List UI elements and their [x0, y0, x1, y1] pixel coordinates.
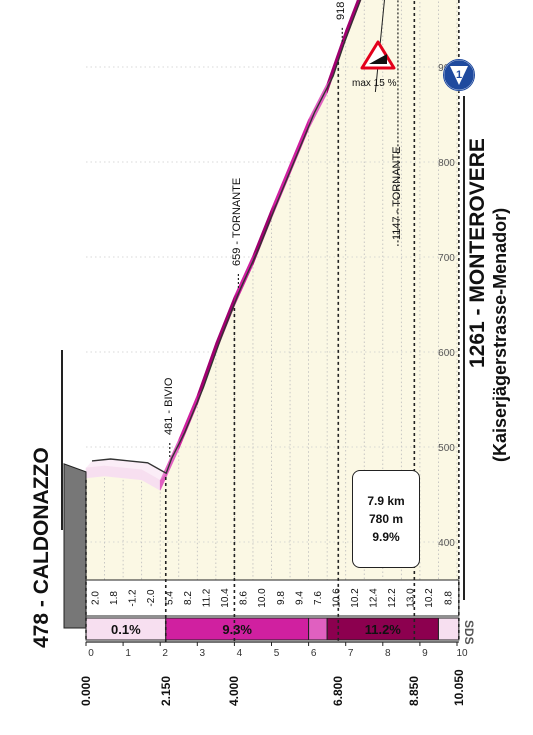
avg-segment-bar [308, 617, 328, 641]
finish-name: MONTEROVERE [466, 138, 489, 303]
km-gradient-label: 13.0 [406, 588, 417, 608]
km-gradient-label: 10.0 [257, 588, 268, 608]
km-gradient-label: 10.4 [220, 588, 231, 608]
km-gradient-label: 8.2 [183, 591, 194, 605]
finish-badge-label: 1 [456, 69, 462, 81]
km-gradient-label: -1.2 [127, 589, 138, 607]
km-gradient-label: -2.0 [146, 589, 157, 607]
km-gradient-label: 10.2 [350, 588, 361, 608]
avg-segment-label: 0.1% [111, 622, 141, 637]
km-gradient-label: 1.8 [109, 591, 120, 605]
start-block [63, 463, 87, 629]
finish-altitude: 1261 [466, 321, 489, 368]
km-tick-label: 6 [311, 648, 317, 659]
km-gradient-label: 10.2 [424, 588, 435, 608]
km-gradient-label: 12.4 [369, 588, 380, 608]
profile-band-top [141, 462, 167, 481]
km-tick-label: 9 [422, 648, 428, 659]
profile-band-top [178, 387, 204, 440]
steep-gradient-warning-icon [360, 40, 396, 70]
finish-badge-icon: 1 [442, 58, 476, 92]
altitude-tick-label: 600 [438, 348, 455, 359]
altitude-tick-label: 400 [438, 538, 455, 549]
km-gradient-label: 8.6 [239, 591, 250, 605]
km-tick-label: 10 [456, 648, 468, 659]
avg-segment-bar [437, 617, 460, 641]
km-gradient-label: 7.6 [313, 591, 324, 605]
km-tick-label: 0 [88, 648, 94, 659]
profile-band-top [104, 459, 130, 468]
km-tick-label: 5 [274, 648, 280, 659]
profile-band-top [252, 201, 278, 256]
gradient-strip [85, 579, 460, 617]
altitude-tick-label: 700 [438, 253, 455, 264]
summary-distance: 7.9 km [367, 494, 405, 508]
summary-avg-gradient: 9.9% [372, 530, 400, 544]
km-gradient-label: 9.8 [276, 591, 287, 605]
altitude-tick-label: 500 [438, 443, 455, 454]
profile-band-top [197, 335, 222, 395]
profile-band-top [290, 112, 315, 164]
start-altitude: 478 [30, 612, 53, 648]
finish-subname: (Kaiserjägerstrasse-Menador) [490, 207, 510, 462]
max-gradient-label: max 15 % [352, 78, 397, 89]
profile-band-top [271, 156, 297, 209]
summary-box: 7.9 km 780 m 9.9% [352, 470, 420, 568]
start-name: CALDONAZZO [30, 447, 53, 595]
km-tick-label: 1 [125, 648, 131, 659]
summary-elevation-gain: 780 m [368, 512, 404, 526]
km-tick-label: 2 [162, 648, 168, 659]
profile-band-side [122, 467, 142, 481]
profile-outline [91, 0, 362, 475]
km-gradient-label: 9.4 [294, 591, 305, 605]
avg-segment-label: 9.3% [222, 622, 252, 637]
km-gradient-label: 2.0 [90, 591, 101, 605]
km-gradient-label: 8.8 [444, 591, 455, 605]
profile-band-top [345, 0, 361, 30]
profile-area [86, 0, 459, 580]
start-label: 478 - CALDONAZZO [30, 447, 53, 648]
km-tick-label: 3 [200, 648, 206, 659]
avg-segment-label: 11.2% [365, 622, 402, 637]
km-tick-label: 8 [385, 648, 391, 659]
km-tick-label: 4 [237, 648, 243, 659]
profile-band-top [215, 288, 241, 343]
km-gradient-label: 12.2 [387, 588, 398, 608]
profile-band-top [123, 460, 148, 470]
finish-label: 1261 - MONTEROVERE [466, 138, 489, 368]
km-gradient-label: 11.2 [202, 588, 213, 607]
altitude-tick-label: 800 [438, 158, 455, 169]
watermark-logo: SDS [462, 620, 476, 645]
km-gradient-label: 10.6 [331, 588, 342, 608]
km-gradient-label: 5.4 [164, 591, 175, 605]
km-tick-label: 7 [348, 648, 354, 659]
profile-band-side [85, 465, 105, 479]
profile-band-side [104, 465, 124, 479]
